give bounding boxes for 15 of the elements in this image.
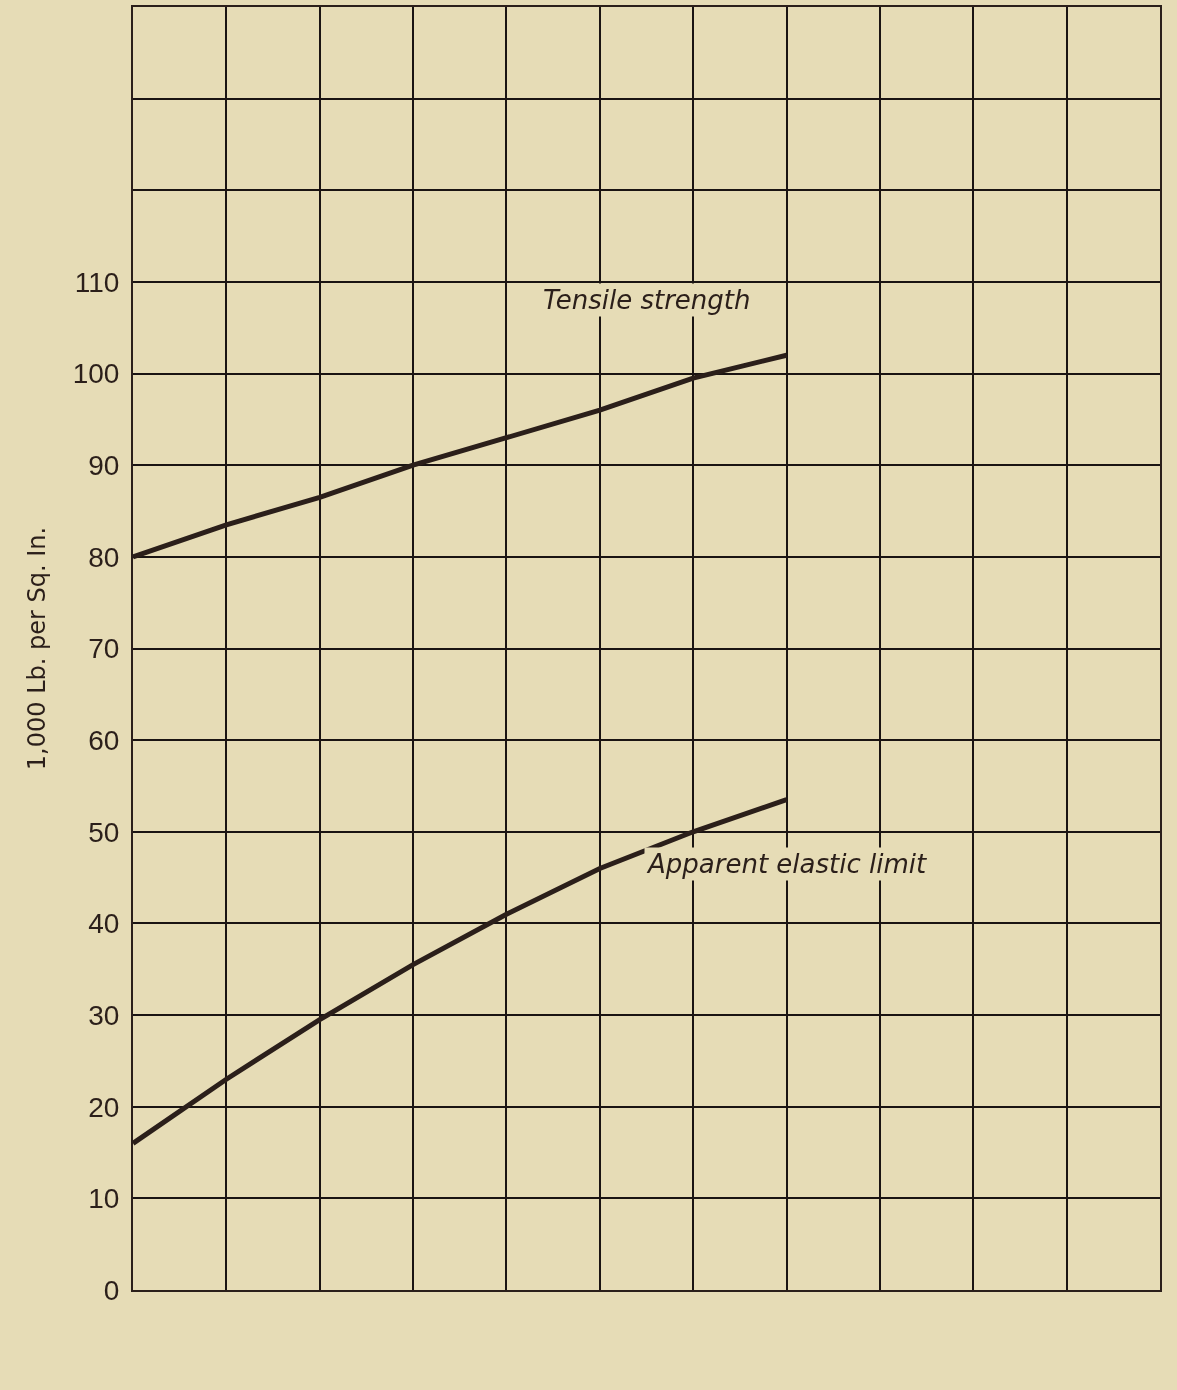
y-axis-title: 1,000 Lb. per Sq. In. (23, 526, 52, 771)
y-tick-label: 110 (74, 266, 120, 298)
y-tick-label: 80 (88, 541, 120, 573)
y-tick-label: 60 (88, 724, 120, 756)
y-tick-label: 0 (103, 1274, 120, 1306)
series-label: Apparent elastic limit (646, 849, 928, 879)
y-tick-label: 20 (88, 1091, 120, 1123)
y-tick-label: 10 (88, 1183, 120, 1215)
y-tick-label: 70 (88, 633, 120, 665)
series-label: Tensile strength (543, 285, 751, 315)
y-tick-label: 50 (88, 816, 120, 848)
y-tick-label: 100 (72, 358, 120, 390)
y-tick-label: 30 (88, 999, 120, 1031)
y-tick-label: 90 (88, 450, 120, 482)
y-tick-label: 40 (88, 908, 120, 940)
